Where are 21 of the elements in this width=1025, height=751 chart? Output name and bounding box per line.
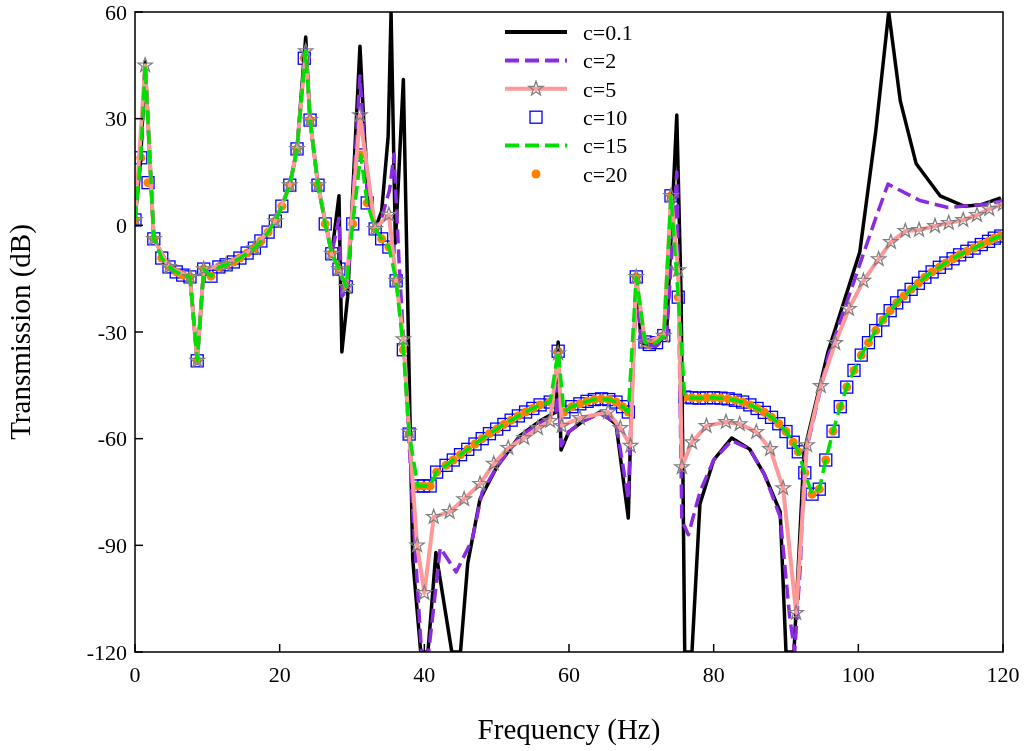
x-tick-label: 20 <box>268 662 291 687</box>
x-tick-label: 80 <box>702 662 725 687</box>
y-tick-label: 60 <box>105 0 127 25</box>
x-tick-label: 40 <box>413 662 436 687</box>
legend-label: c=5 <box>583 76 617 102</box>
legend-label: c=20 <box>583 161 628 187</box>
x-tick-label: 100 <box>841 662 875 687</box>
y-tick-label: -60 <box>97 426 127 452</box>
y-axis-title: Transmission (dB) <box>4 224 37 440</box>
x-tick-label: 60 <box>558 662 580 687</box>
y-tick-label: 0 <box>116 213 127 239</box>
x-tick-label: 120 <box>986 662 1020 687</box>
y-tick-label: -120 <box>86 639 127 665</box>
y-tick-label: -90 <box>97 533 127 559</box>
y-tick-label: -30 <box>97 319 127 345</box>
legend-label: c=10 <box>583 104 628 130</box>
legend-label: c=2 <box>583 48 617 74</box>
legend-label: c=15 <box>583 133 628 159</box>
x-axis-title: Frequency (Hz) <box>477 713 661 746</box>
y-tick-label: 30 <box>105 106 127 132</box>
legend-label: c=0.1 <box>583 19 633 45</box>
